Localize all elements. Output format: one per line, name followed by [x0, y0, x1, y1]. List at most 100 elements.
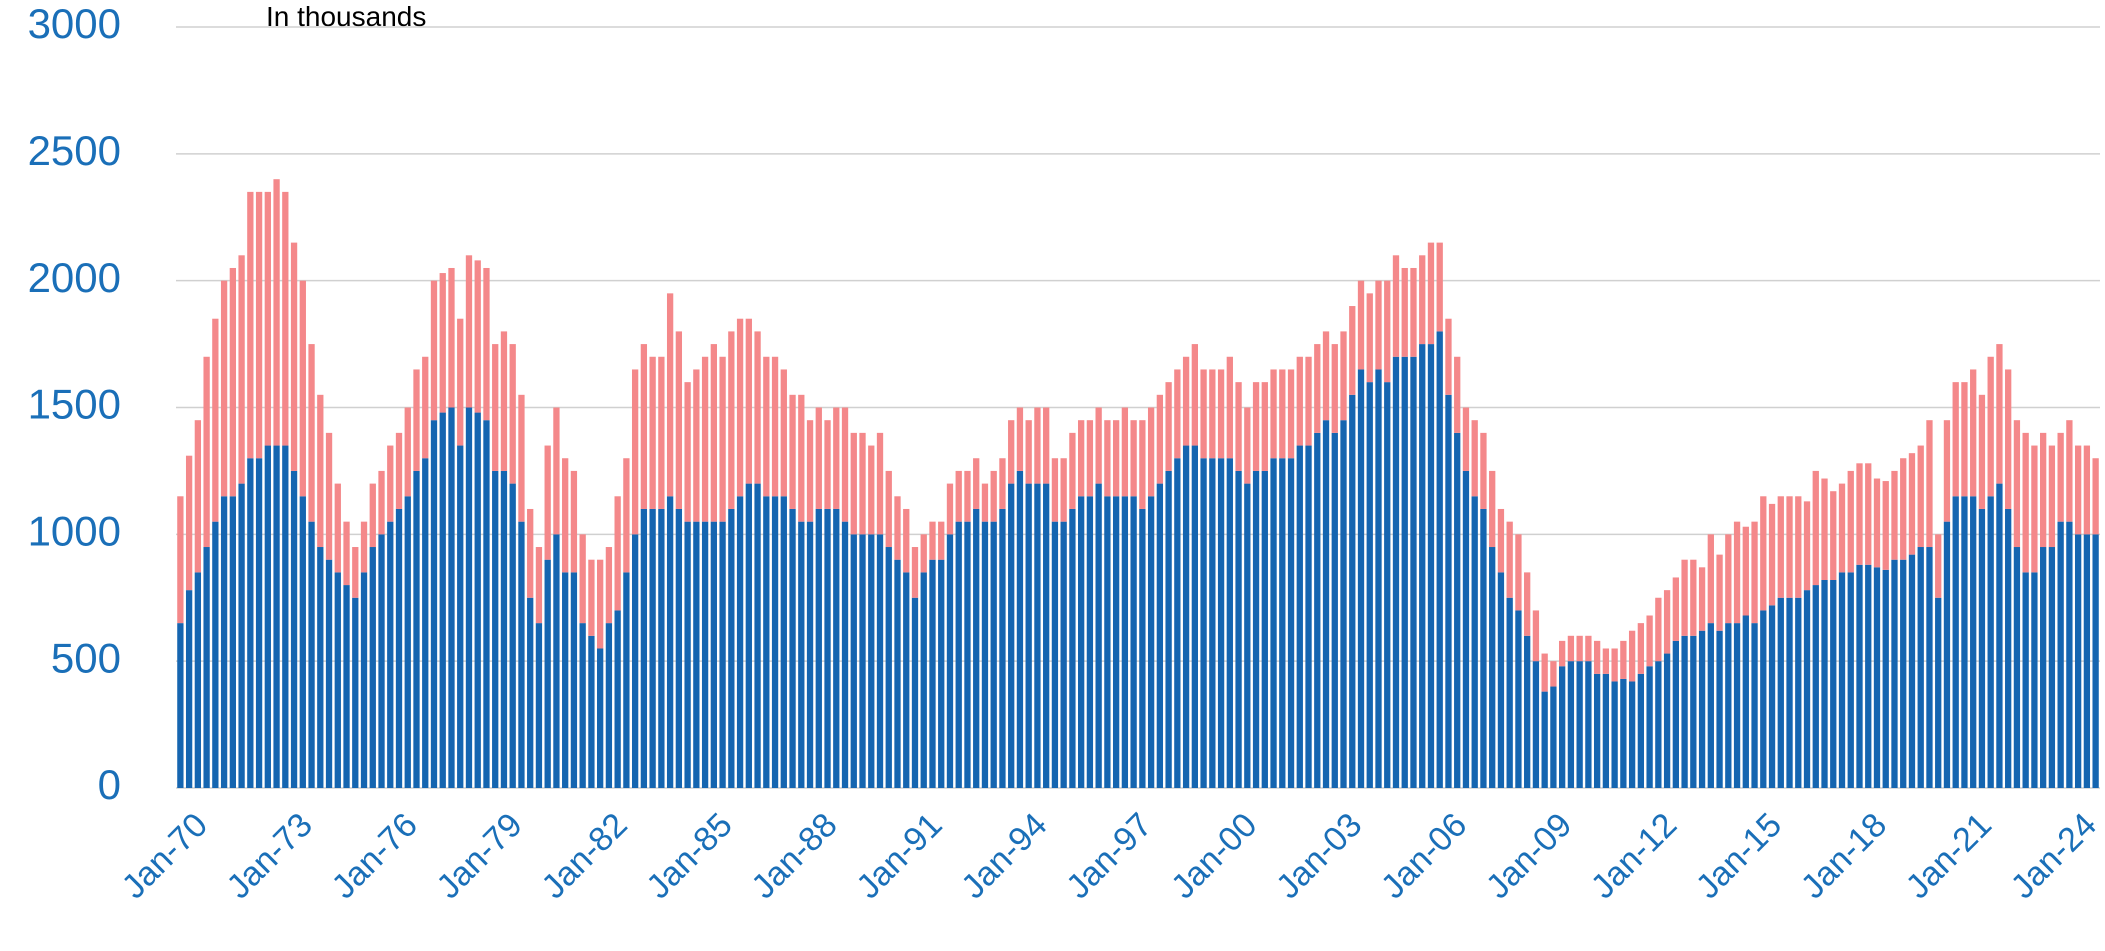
bar-segment: [518, 521, 525, 788]
y-tick-label: 1500: [28, 381, 121, 428]
bar-segment: [754, 483, 761, 788]
bar-segment: [631, 369, 639, 535]
bar-segment: [1287, 458, 1295, 788]
bar-segment: [1244, 407, 1251, 484]
bar-segment: [929, 521, 936, 560]
bar-segment: [1716, 554, 1723, 631]
bars: [177, 179, 2099, 788]
bar-segment: [1436, 331, 1443, 788]
bar-segment: [1147, 496, 1155, 788]
bar-segment: [1401, 356, 1408, 788]
bar-segment: [1086, 420, 1094, 497]
bar-segment: [1244, 483, 1251, 788]
bar-segment: [579, 623, 586, 788]
x-tick-label: Jan-09: [1479, 806, 1579, 906]
bar-segment: [1340, 331, 1347, 421]
bar-segment: [1331, 432, 1338, 788]
bar-segment: [1095, 407, 1102, 484]
bar-segment: [1060, 458, 1067, 522]
bar-segment: [1698, 567, 1706, 631]
bar-segment: [282, 445, 289, 788]
bar-segment: [920, 534, 927, 573]
bar-segment: [684, 382, 691, 522]
bar-segment: [544, 445, 551, 560]
bar-segment: [763, 496, 770, 788]
bar-segment: [1882, 569, 1889, 788]
bar-segment: [509, 344, 516, 484]
bar-segment: [1576, 635, 1583, 662]
bar-segment: [1672, 577, 1679, 641]
bar-segment: [1349, 306, 1356, 395]
bar-segment: [2057, 521, 2064, 788]
bar-segment: [220, 280, 228, 497]
bar-segment: [2022, 432, 2029, 573]
bar-segment: [1576, 661, 1583, 788]
bar-segment: [728, 508, 735, 788]
bar-segment: [2057, 432, 2064, 522]
bar-segment: [1559, 666, 1566, 788]
bar-segment: [1952, 382, 1959, 497]
bar-segment: [1008, 420, 1015, 484]
bar-segment: [1043, 407, 1050, 484]
bar-segment: [719, 521, 726, 788]
bar-segment: [1628, 630, 1636, 682]
bar-segment: [247, 191, 254, 459]
bar-segment: [789, 394, 796, 509]
bar-segment: [1209, 458, 1216, 788]
bar-segment: [1078, 496, 1085, 788]
bar-segment: [1620, 640, 1627, 679]
bar-segment: [745, 318, 752, 484]
bar-segment: [1786, 597, 1793, 788]
bar-segment: [920, 572, 927, 788]
bar-segment: [439, 412, 446, 788]
bar-segment: [1865, 463, 1872, 565]
bar-segment: [1838, 483, 1846, 573]
bar-segment: [1497, 572, 1505, 788]
bar-segment: [2083, 445, 2091, 535]
bar-segment: [675, 331, 683, 509]
bar-segment: [955, 521, 962, 788]
bar-segment: [1970, 496, 1977, 788]
x-tick-label: Jan-15: [1689, 806, 1789, 906]
bar-segment: [1777, 496, 1784, 598]
bar-segment: [465, 255, 473, 408]
bar-segment: [220, 496, 228, 788]
bar-segment: [2092, 458, 2099, 535]
bar-segment: [850, 432, 857, 535]
bar-segment: [2066, 521, 2073, 788]
bar-segment: [194, 420, 202, 573]
bar-segment: [474, 412, 481, 788]
bar-segment: [894, 496, 901, 560]
bar-segment: [1139, 420, 1146, 509]
bar-segment: [1384, 382, 1391, 788]
bar-segment: [1917, 547, 1924, 788]
bar-segment: [1567, 635, 1575, 662]
bar-segment: [2040, 432, 2047, 548]
bar-segment: [2040, 547, 2047, 788]
bar-segment: [1611, 681, 1618, 788]
bar-segment: [1462, 470, 1470, 788]
bar-segment: [1803, 590, 1811, 788]
bar-segment: [203, 547, 210, 788]
bar-segment: [448, 267, 455, 408]
y-tick-label: 1000: [28, 507, 121, 554]
bar-segment: [876, 534, 884, 788]
bar-segment: [334, 572, 341, 788]
bar-segment: [1821, 579, 1828, 788]
bar-segment: [264, 445, 271, 788]
bar-segment: [736, 496, 744, 788]
bar-segment: [1585, 661, 1592, 788]
bar-segment: [1375, 280, 1382, 370]
bar-segment: [1384, 280, 1391, 383]
bar-segment: [527, 508, 534, 598]
bar-segment: [1550, 661, 1557, 687]
bar-segment: [1961, 382, 1968, 497]
bar-segment: [1349, 394, 1356, 788]
bar-segment: [369, 483, 376, 548]
bar-segment: [614, 610, 621, 788]
bar-segment: [693, 369, 700, 522]
bar-segment: [1847, 470, 1854, 573]
bar-segment: [238, 483, 245, 788]
bar-segment: [2074, 445, 2082, 535]
bar-segment: [1873, 567, 1881, 788]
